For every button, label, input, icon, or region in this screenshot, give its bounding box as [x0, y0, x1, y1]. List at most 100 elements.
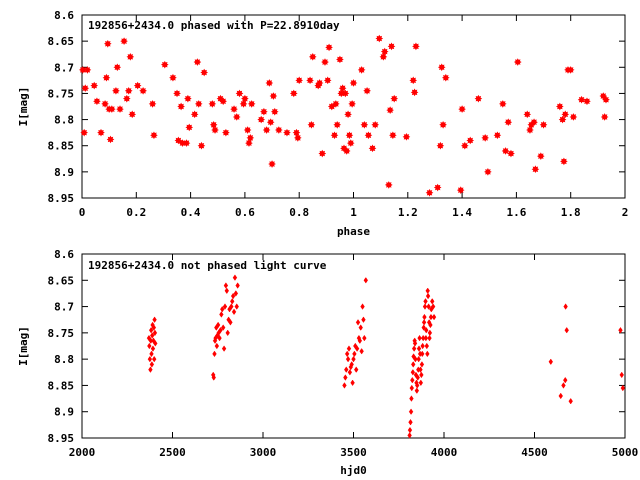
data-point — [245, 139, 253, 147]
data-point — [112, 86, 120, 95]
data-point — [318, 149, 327, 158]
data-point — [566, 66, 575, 74]
x-axis-label: phase — [337, 225, 370, 238]
data-point — [411, 361, 416, 368]
data-point — [349, 79, 358, 87]
data-point — [223, 282, 229, 289]
data-point — [507, 149, 515, 158]
data-point — [481, 134, 489, 142]
data-point — [620, 384, 626, 392]
data-point — [178, 139, 187, 147]
data-point — [200, 68, 209, 77]
data-point — [133, 81, 142, 90]
data-point — [103, 39, 112, 48]
data-point — [408, 408, 414, 415]
data-point — [501, 147, 510, 155]
data-point — [338, 84, 347, 93]
data-point — [504, 118, 513, 127]
data-point — [430, 298, 435, 305]
y-tick-label: 8.65 — [48, 274, 75, 287]
data-point — [101, 100, 109, 108]
data-point — [81, 84, 90, 93]
y-axis-label: I[mag] — [17, 87, 30, 127]
data-point — [386, 106, 394, 114]
data-point — [344, 350, 350, 358]
data-point — [214, 342, 220, 350]
data-point — [218, 326, 223, 334]
data-point — [209, 120, 218, 129]
data-point — [275, 126, 283, 134]
x-tick-label: 3500 — [340, 446, 367, 459]
data-point — [409, 395, 414, 402]
data-point — [148, 366, 153, 373]
data-point — [230, 105, 238, 113]
data-point — [408, 418, 413, 426]
x-tick-label: 1.2 — [398, 206, 418, 219]
data-point — [315, 79, 324, 87]
data-point — [190, 110, 199, 119]
data-point — [342, 382, 347, 389]
data-point — [230, 298, 235, 305]
data-point — [417, 334, 422, 342]
data-point — [363, 86, 371, 95]
data-point — [363, 277, 369, 284]
y-tick-label: 8.95 — [48, 192, 75, 205]
data-point — [197, 141, 206, 150]
data-point — [419, 371, 424, 379]
data-point — [413, 355, 418, 363]
data-point — [360, 303, 365, 310]
data-point — [230, 292, 236, 300]
data-point — [332, 100, 340, 108]
x-tick-label: 0.8 — [289, 206, 309, 219]
x-tick-label: 2500 — [159, 446, 186, 459]
data-point — [225, 329, 230, 337]
data-point — [410, 376, 415, 384]
data-point — [150, 345, 156, 352]
data-point — [260, 107, 268, 116]
data-point — [569, 113, 578, 121]
data-point — [102, 73, 111, 82]
data-point — [333, 120, 342, 129]
data-point — [415, 382, 420, 389]
data-point — [184, 94, 192, 103]
data-point — [421, 319, 427, 326]
data-point — [439, 120, 447, 129]
data-point — [564, 326, 569, 334]
data-point — [384, 181, 393, 189]
data-point — [323, 76, 332, 85]
x-tick-label: 0.6 — [235, 206, 255, 219]
data-point — [433, 183, 442, 192]
data-point — [418, 379, 424, 387]
data-point — [83, 66, 92, 74]
data-point — [531, 165, 540, 174]
y-tick-label: 8.6 — [54, 9, 74, 22]
data-point — [407, 426, 413, 434]
y-tick-label: 8.9 — [54, 166, 74, 179]
data-point — [357, 66, 366, 74]
data-point — [563, 303, 568, 310]
data-point — [428, 313, 434, 321]
data-point — [474, 94, 483, 103]
data-point — [126, 53, 135, 61]
data-point — [421, 324, 426, 331]
data-point — [150, 131, 158, 140]
data-point — [174, 136, 183, 145]
x-tick-label: 1.4 — [452, 206, 472, 219]
data-point — [358, 324, 363, 331]
data-point — [420, 350, 425, 358]
data-point — [427, 329, 433, 337]
x-tick-label: 2000 — [69, 446, 96, 459]
data-point — [116, 105, 124, 113]
data-point — [414, 387, 420, 394]
data-point — [193, 58, 202, 66]
x-axis-label: hjd0 — [340, 464, 367, 477]
data-point — [220, 324, 226, 331]
data-point — [523, 110, 532, 119]
data-point — [330, 131, 339, 140]
data-point — [153, 340, 158, 347]
data-point — [108, 105, 116, 113]
data-point — [160, 60, 169, 69]
data-point — [306, 76, 314, 85]
data-point — [148, 326, 154, 334]
data-point — [341, 89, 350, 98]
